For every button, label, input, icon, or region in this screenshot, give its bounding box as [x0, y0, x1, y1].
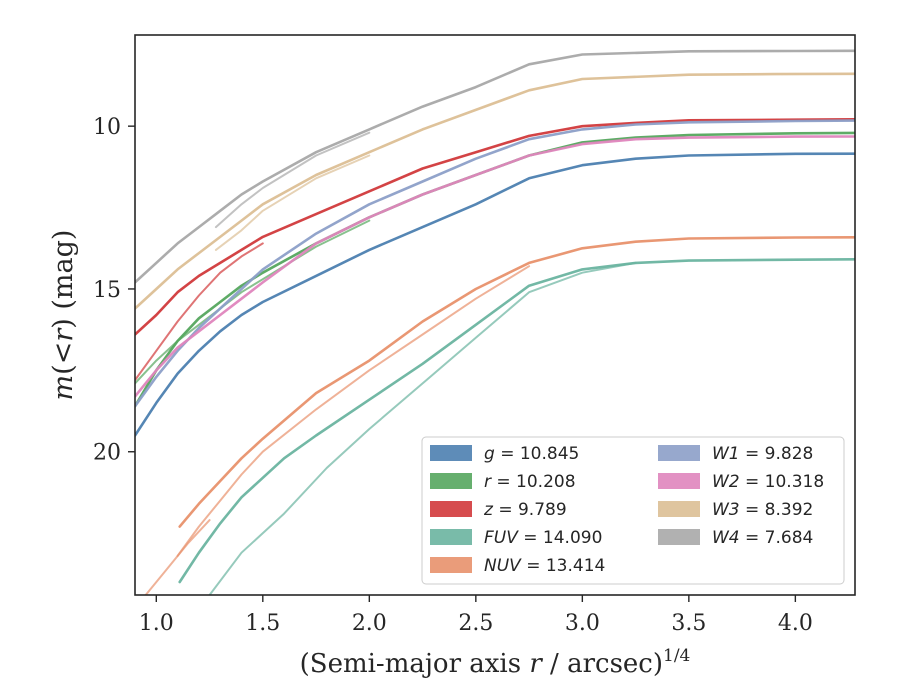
series-w1-curve-1: [135, 119, 855, 408]
y-axis-label: m(<r) (mag): [48, 230, 79, 401]
x-axis-label: (Semi-major axis r / arcsec)1/4: [300, 646, 691, 679]
legend-label-w2: W2 = 10.318: [712, 472, 824, 492]
curves-layer: [135, 49, 855, 595]
series-z-curve-1: [135, 118, 855, 336]
series-w2-curve-1: [135, 135, 855, 398]
legend-label-w3: W3 = 8.392: [712, 500, 813, 520]
legend-swatch-w3: [658, 501, 700, 517]
series-w4-curve-2: [214, 131, 371, 229]
legend-label-w4: W4 = 7.684: [712, 528, 813, 548]
x-axis: 1.0 1.5 2.0 2.5 3.0 3.5 4.0: [139, 595, 813, 636]
legend-swatch-w4: [658, 529, 700, 545]
x-tick-label: 1.0: [139, 611, 174, 636]
plot-frame: [134, 34, 856, 596]
legend-swatch-g: [430, 445, 472, 461]
x-tick-label: 4.0: [778, 611, 813, 636]
x-axis-label-var: r: [529, 649, 543, 679]
legend-box: [421, 436, 845, 585]
legend-label-g: g = 10.845: [484, 444, 579, 464]
legend-swatch-w2: [658, 473, 700, 489]
x-tick-label: 1.5: [245, 611, 280, 636]
legend-label-z: z = 9.789: [483, 500, 567, 520]
series-w3-curve-1: [135, 72, 855, 310]
y-axis-label-post: ) (mag): [48, 230, 79, 329]
legend-swatch-r: [430, 473, 472, 489]
y-tick-label: 10: [93, 115, 121, 140]
y-tick-label: 15: [93, 278, 121, 303]
legend-label-r: r = 10.208: [484, 472, 576, 492]
legend-swatch-fuv: [430, 529, 472, 545]
legend-label-nuv: NUV = 13.414: [484, 556, 605, 576]
legend-label-w1: W1 = 9.828: [712, 444, 813, 464]
x-tick-label: 2.0: [352, 611, 387, 636]
series-nuv-curve-3: [144, 519, 211, 595]
series-g-curve-1: [135, 152, 855, 437]
y-tick-label: 20: [93, 441, 121, 466]
y-axis-label-var1: m: [48, 375, 79, 401]
x-tick-label: 3.5: [671, 611, 706, 636]
series-w4-curve-1: [135, 49, 855, 284]
legend-swatch-w1: [658, 445, 700, 461]
series-z-curve-2: [135, 242, 264, 382]
x-tick-label: 2.5: [458, 611, 493, 636]
x-tick-label: 3.0: [565, 611, 600, 636]
legend: g = 10.845 r = 10.208 z = 9.789 FUV = 14.09…: [421, 436, 845, 585]
y-axis-label-var2: r: [48, 327, 79, 342]
series-w3-curve-2: [214, 154, 371, 251]
y-axis-label-mid: (<: [48, 342, 79, 375]
legend-items: g = 10.845 r = 10.208 z = 9.789 FUV = 14.09…: [430, 444, 824, 576]
legend-swatch-nuv: [430, 557, 472, 573]
legend-swatch-z: [430, 501, 472, 517]
x-axis-label-sup: 1/4: [663, 646, 690, 666]
x-axis-label-pre: (Semi-major axis: [300, 649, 530, 679]
series-nuv-curve-1: [178, 236, 855, 528]
x-axis-label-post: / arcsec): [542, 649, 663, 679]
series-r-curve-1: [135, 131, 855, 408]
series-fuv-curve-2: [208, 261, 637, 595]
legend-label-fuv: FUV = 14.090: [484, 528, 602, 548]
series-fuv-curve-1: [178, 258, 855, 584]
series-nuv-curve-2: [176, 265, 531, 557]
y-axis: 10 15 20: [93, 115, 135, 466]
